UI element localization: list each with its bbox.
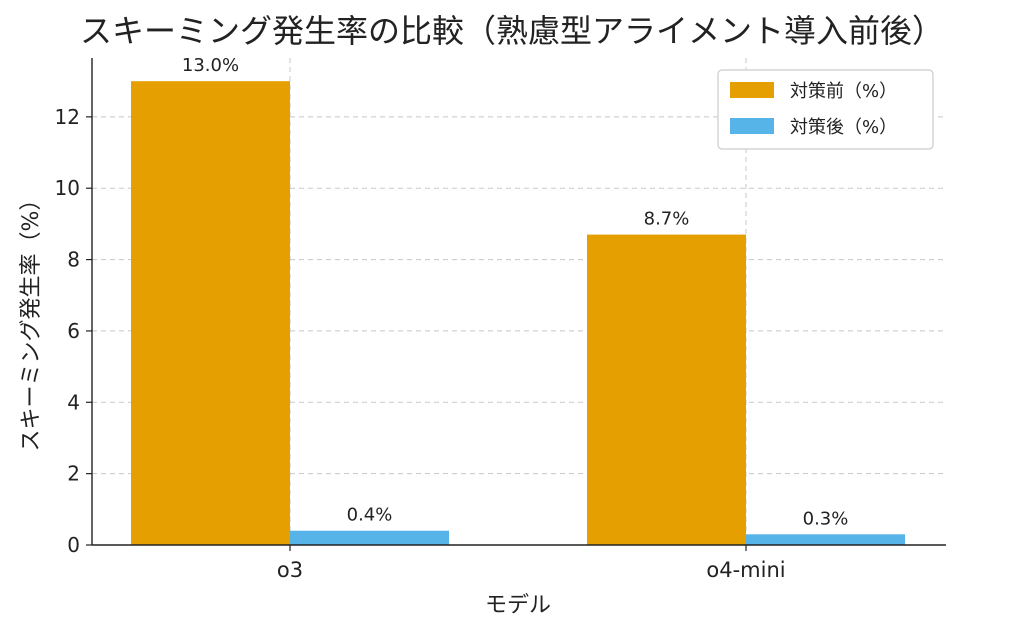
y-tick-label: 2 — [67, 462, 80, 486]
legend-swatch-before — [730, 82, 774, 98]
bar-after-o3 — [290, 530, 449, 545]
y-tick-label: 6 — [67, 319, 80, 343]
legend: 対策前（%） 対策後（%） — [717, 69, 934, 150]
chart-title: スキーミング発生率の比較（熟慮型アライメント導入前後） — [80, 12, 944, 50]
data-label: 0.3% — [803, 508, 849, 529]
data-label: 0.4% — [347, 505, 393, 526]
data-label: 8.7% — [644, 209, 690, 230]
axis-layer — [86, 58, 946, 551]
data-label: 13.0% — [182, 55, 239, 76]
bar-before-o3 — [131, 81, 290, 545]
x-axis-label: モデル — [485, 593, 551, 618]
y-tick-label: 8 — [67, 248, 80, 272]
bar-after-o4-mini — [746, 534, 905, 545]
legend-swatch-after — [730, 118, 774, 134]
labels-layer: 0 2 4 6 8 10 12 13.0% 8.7% 0.4% 0.3% o3 o4-mini — [55, 55, 849, 582]
y-tick-label: 10 — [55, 176, 80, 200]
y-tick-label: 0 — [67, 533, 80, 557]
y-tick-label: 12 — [55, 105, 80, 129]
x-tick-label: o4-mini — [706, 558, 785, 582]
x-tick-label: o3 — [277, 558, 303, 582]
y-axis-label: スキーミング発生率（%） — [19, 189, 44, 452]
y-tick-label: 4 — [67, 390, 80, 414]
bars-layer — [131, 81, 905, 545]
legend-label-after: 対策後（%） — [790, 117, 897, 138]
bar-before-o4-mini — [587, 234, 746, 545]
legend-label-before: 対策前（%） — [790, 81, 897, 102]
